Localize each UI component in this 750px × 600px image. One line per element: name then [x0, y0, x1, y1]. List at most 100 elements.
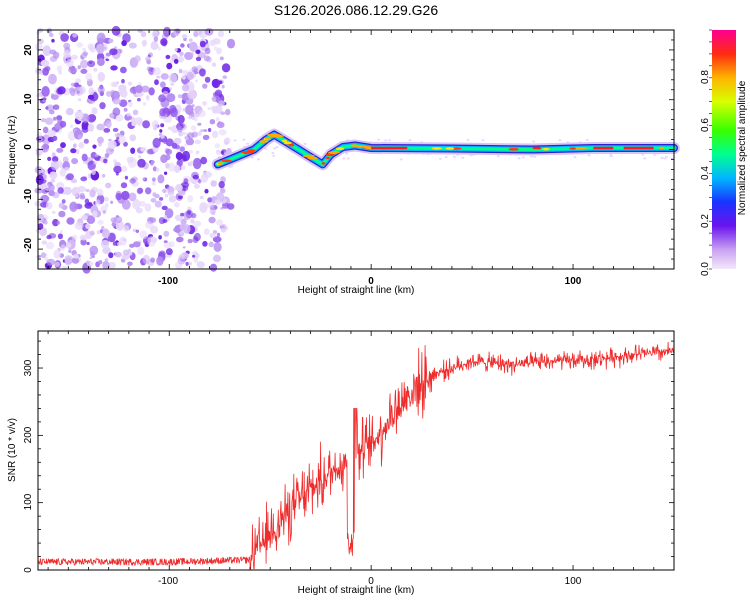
- snr-series-line: [37, 341, 675, 570]
- noise-speck: [246, 142, 250, 145]
- colorbar-scale: [712, 30, 736, 269]
- noise-blob: [187, 162, 193, 167]
- noise-blob: [139, 230, 148, 239]
- noise-blob: [192, 157, 202, 170]
- snr-y-tick-2: 100: [23, 493, 34, 510]
- noise-blob: [58, 202, 65, 209]
- noise-blob: [134, 117, 144, 125]
- noise-blob: [100, 205, 108, 213]
- noise-blob: [100, 239, 110, 249]
- noise-blob: [117, 241, 122, 246]
- noise-blob: [167, 186, 174, 192]
- noise-blob: [156, 167, 160, 172]
- noise-blob: [122, 249, 130, 256]
- noise-blob: [212, 107, 218, 114]
- noise-blob: [121, 165, 128, 172]
- noise-blob: [166, 248, 173, 256]
- noise-blob: [193, 232, 201, 242]
- noise-blob: [169, 104, 177, 114]
- noise-blob: [146, 60, 151, 65]
- signal-hotspot: [431, 147, 442, 150]
- noise-blob: [160, 123, 165, 128]
- noise-blob: [152, 67, 161, 76]
- noise-blob: [199, 40, 206, 48]
- noise-blob: [176, 236, 184, 243]
- noise-blob: [132, 198, 141, 210]
- signal-hotspot: [267, 133, 281, 137]
- noise-blob: [101, 225, 105, 230]
- noise-blob: [158, 235, 162, 240]
- signal-hotspot: [363, 146, 372, 149]
- noise-blob: [204, 76, 211, 83]
- noise-blob: [85, 73, 93, 82]
- signal-hotspot: [281, 139, 288, 143]
- noise-blob: [194, 252, 200, 259]
- noise-blob: [217, 30, 225, 38]
- signal-hotspot: [221, 159, 232, 163]
- noise-blob: [179, 146, 185, 152]
- noise-blob: [108, 261, 116, 269]
- noise-blob: [87, 94, 95, 100]
- noise-blob: [86, 215, 96, 225]
- noise-blob: [52, 152, 56, 157]
- noise-blob: [164, 171, 168, 175]
- noise-blob: [198, 109, 206, 118]
- noise-blob: [193, 29, 203, 36]
- noise-blob: [48, 32, 54, 38]
- noise-blob: [108, 252, 114, 259]
- noise-blob: [187, 238, 193, 244]
- noise-blob: [174, 214, 183, 221]
- noise-blob: [151, 181, 156, 186]
- noise-blob: [169, 87, 172, 91]
- noise-blob: [128, 101, 133, 108]
- noise-blob: [222, 75, 228, 80]
- spectrogram-panel: -100 0 100 Height of straight line (km) …: [7, 25, 680, 296]
- noise-blob: [85, 188, 90, 193]
- signal-hotspot: [307, 156, 318, 160]
- noise-blob: [115, 193, 122, 201]
- noise-blob: [104, 258, 109, 262]
- noise-blob: [48, 190, 55, 197]
- colorbar-tick-3: 0.4: [700, 166, 711, 180]
- noise-blob: [97, 58, 105, 67]
- noise-blob: [64, 257, 72, 266]
- noise-speck: [233, 139, 237, 142]
- noise-speck: [587, 154, 591, 157]
- noise-blob: [219, 188, 226, 194]
- noise-blob: [70, 82, 76, 87]
- noise-blob: [177, 55, 184, 63]
- noise-blob: [52, 218, 59, 227]
- noise-blob: [160, 81, 166, 88]
- noise-blob: [179, 51, 184, 56]
- noise-blob: [148, 67, 155, 76]
- noise-blob: [141, 39, 147, 47]
- noise-blob: [96, 123, 105, 131]
- noise-blob: [122, 33, 131, 43]
- noise-blob: [177, 94, 183, 99]
- noise-blob: [220, 228, 226, 233]
- noise-blob: [98, 260, 103, 265]
- noise-blob: [121, 78, 125, 84]
- noise-blob: [87, 123, 95, 132]
- noise-speck: [345, 152, 349, 155]
- noise-blob: [159, 197, 164, 201]
- noise-blob: [175, 28, 181, 34]
- noise-blob: [97, 192, 102, 196]
- noise-blob: [89, 256, 93, 260]
- noise-blob: [211, 62, 217, 67]
- noise-blob: [121, 190, 130, 201]
- noise-speck: [530, 155, 534, 158]
- colorbar-ticks: [709, 29, 712, 270]
- noise-blob: [68, 66, 78, 74]
- noise-blob: [162, 188, 167, 194]
- noise-blob: [163, 26, 171, 37]
- noise-blob: [160, 73, 169, 80]
- noise-blob: [69, 201, 78, 213]
- noise-speck: [670, 157, 674, 160]
- noise-blob: [48, 184, 55, 192]
- noise-blob: [184, 143, 188, 147]
- noise-blob: [117, 134, 126, 145]
- noise-blob: [92, 144, 97, 149]
- noise-blob: [204, 47, 211, 55]
- noise-blob: [226, 203, 235, 210]
